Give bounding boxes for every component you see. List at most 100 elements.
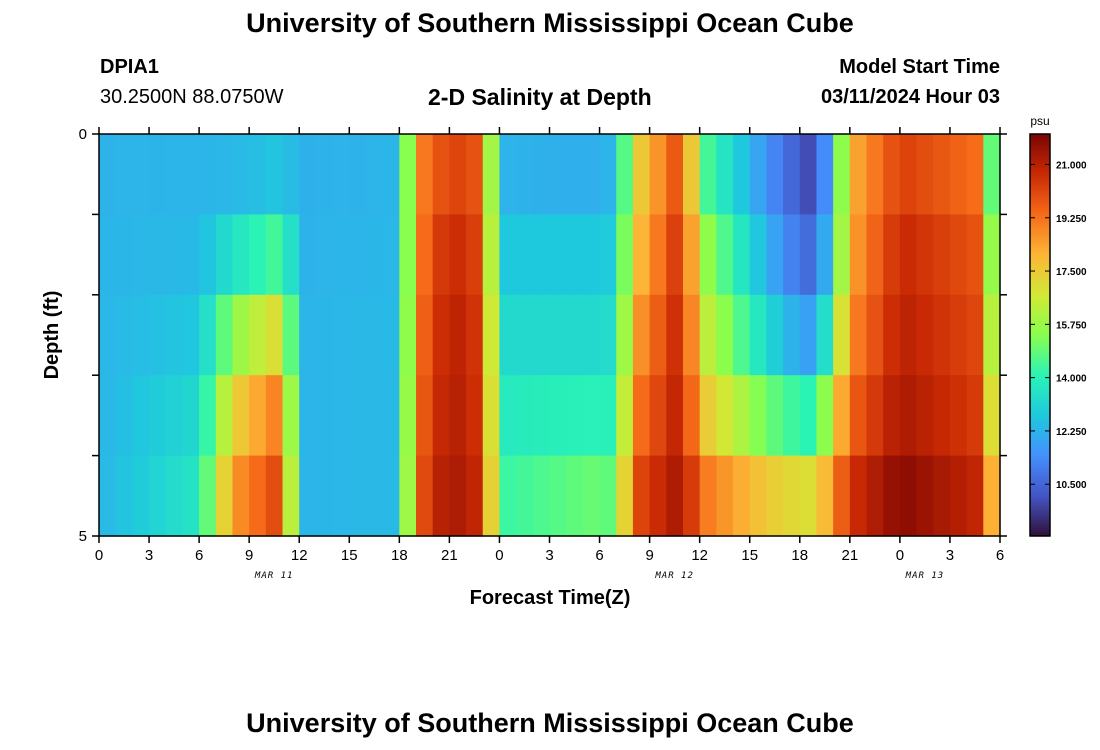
heatmap-cell — [883, 134, 901, 215]
heatmap-cell — [232, 294, 250, 376]
colorbar-tick-label: 12.250 — [1056, 427, 1087, 438]
footer-title: University of Southern Mississippi Ocean… — [246, 708, 854, 738]
heatmap-cell — [749, 214, 768, 296]
x-tick-label: 18 — [791, 547, 808, 564]
heatmap-cell — [816, 294, 834, 376]
heatmap-cell — [115, 294, 133, 376]
heatmap-cell — [132, 455, 150, 537]
heatmap-cell — [282, 294, 300, 376]
heatmap-cell — [766, 134, 784, 215]
heatmap-cell — [315, 294, 334, 376]
heatmap-cell — [566, 375, 584, 457]
heatmap-cell — [699, 375, 717, 457]
heatmap-cell — [532, 214, 551, 296]
heatmap-cell — [215, 214, 234, 296]
heatmap-cell — [349, 134, 367, 215]
heatmap-cell — [349, 375, 367, 457]
heatmap-cell — [499, 294, 517, 376]
heatmap-cell — [516, 214, 534, 296]
heatmap-cell — [666, 375, 684, 457]
heatmap-cell — [983, 455, 1001, 537]
heatmap-cell — [399, 214, 417, 296]
x-tick-label: 12 — [691, 547, 708, 564]
heatmap-cell — [232, 375, 250, 457]
heatmap-cell — [182, 294, 200, 376]
heatmap-cell — [149, 375, 167, 457]
heatmap-cell — [249, 375, 267, 457]
heatmap-cell — [532, 375, 551, 457]
heatmap-cell — [566, 455, 584, 537]
x-tick-label: 0 — [95, 547, 103, 564]
heatmap-cell — [182, 214, 200, 296]
heatmap-cell — [933, 134, 951, 215]
heatmap-cell — [582, 214, 601, 296]
x-tick-label: 6 — [595, 547, 603, 564]
heatmap-cell — [866, 375, 884, 457]
heatmap-cell — [649, 455, 667, 537]
heatmap-cell — [282, 455, 300, 537]
colorbar-tick-label: 19.250 — [1056, 214, 1087, 225]
heatmap-cell — [749, 134, 768, 215]
heatmap-cell — [365, 134, 384, 215]
heatmap-cell — [632, 294, 651, 376]
heatmap-cell — [132, 134, 150, 215]
heatmap-cell — [883, 455, 901, 537]
heatmap-cell — [682, 214, 701, 296]
heatmap-cell — [566, 294, 584, 376]
heatmap-cell — [649, 375, 667, 457]
heatmap-cell — [416, 375, 434, 457]
heatmap-cell — [966, 455, 984, 537]
heatmap-cell — [899, 134, 918, 215]
heatmap-cell — [649, 214, 667, 296]
heatmap-cell — [616, 214, 634, 296]
heatmap-cell — [265, 455, 284, 537]
x-tick-label: 0 — [896, 547, 904, 564]
heatmap-cell — [682, 134, 701, 215]
heatmap-cell — [599, 294, 617, 376]
heatmap-cell — [733, 214, 751, 296]
heatmap-cell — [983, 375, 1001, 457]
heatmap-cell — [282, 214, 300, 296]
heatmap-cell — [466, 294, 484, 376]
x-date-label: MAR 13 — [905, 571, 945, 581]
heatmap-cell — [499, 375, 517, 457]
x-tick-label: 21 — [441, 547, 458, 564]
heatmap-cell — [332, 214, 350, 296]
x-tick-label: 6 — [195, 547, 203, 564]
heatmap-cells — [99, 134, 1001, 537]
heatmap-cell — [916, 375, 934, 457]
heatmap-cell — [549, 294, 567, 376]
heatmap-cell — [332, 375, 350, 457]
x-tick-label: 15 — [741, 547, 758, 564]
heatmap-cell — [849, 214, 868, 296]
heatmap-cell — [282, 375, 300, 457]
heatmap-cell — [766, 375, 784, 457]
heatmap-cell — [332, 294, 350, 376]
heatmap-cell — [816, 214, 834, 296]
y-tick-label: 0 — [79, 126, 87, 143]
heatmap-cell — [249, 134, 267, 215]
heatmap-cell — [299, 455, 317, 537]
heatmap-cell — [232, 214, 250, 296]
heatmap-cell — [816, 375, 834, 457]
heatmap-cell — [883, 294, 901, 376]
heatmap-cell — [783, 214, 801, 296]
heatmap-cell — [165, 294, 184, 376]
heatmap-cell — [949, 134, 968, 215]
heatmap-cell — [833, 455, 851, 537]
heatmap-cell — [416, 134, 434, 215]
heatmap-cell — [482, 134, 501, 215]
heatmap-cell — [933, 455, 951, 537]
heatmap-cell — [949, 375, 968, 457]
heatmap-cell — [849, 134, 868, 215]
heatmap-cell — [432, 375, 450, 457]
heatmap-cell — [983, 214, 1001, 296]
heatmap-cell — [799, 214, 818, 296]
heatmap-cell — [599, 214, 617, 296]
heatmap-cell — [783, 294, 801, 376]
x-date-label: MAR 12 — [654, 571, 694, 581]
heatmap-cell — [232, 134, 250, 215]
heatmap-cell — [566, 134, 584, 215]
heatmap-cell — [499, 214, 517, 296]
heatmap-cell — [132, 375, 150, 457]
